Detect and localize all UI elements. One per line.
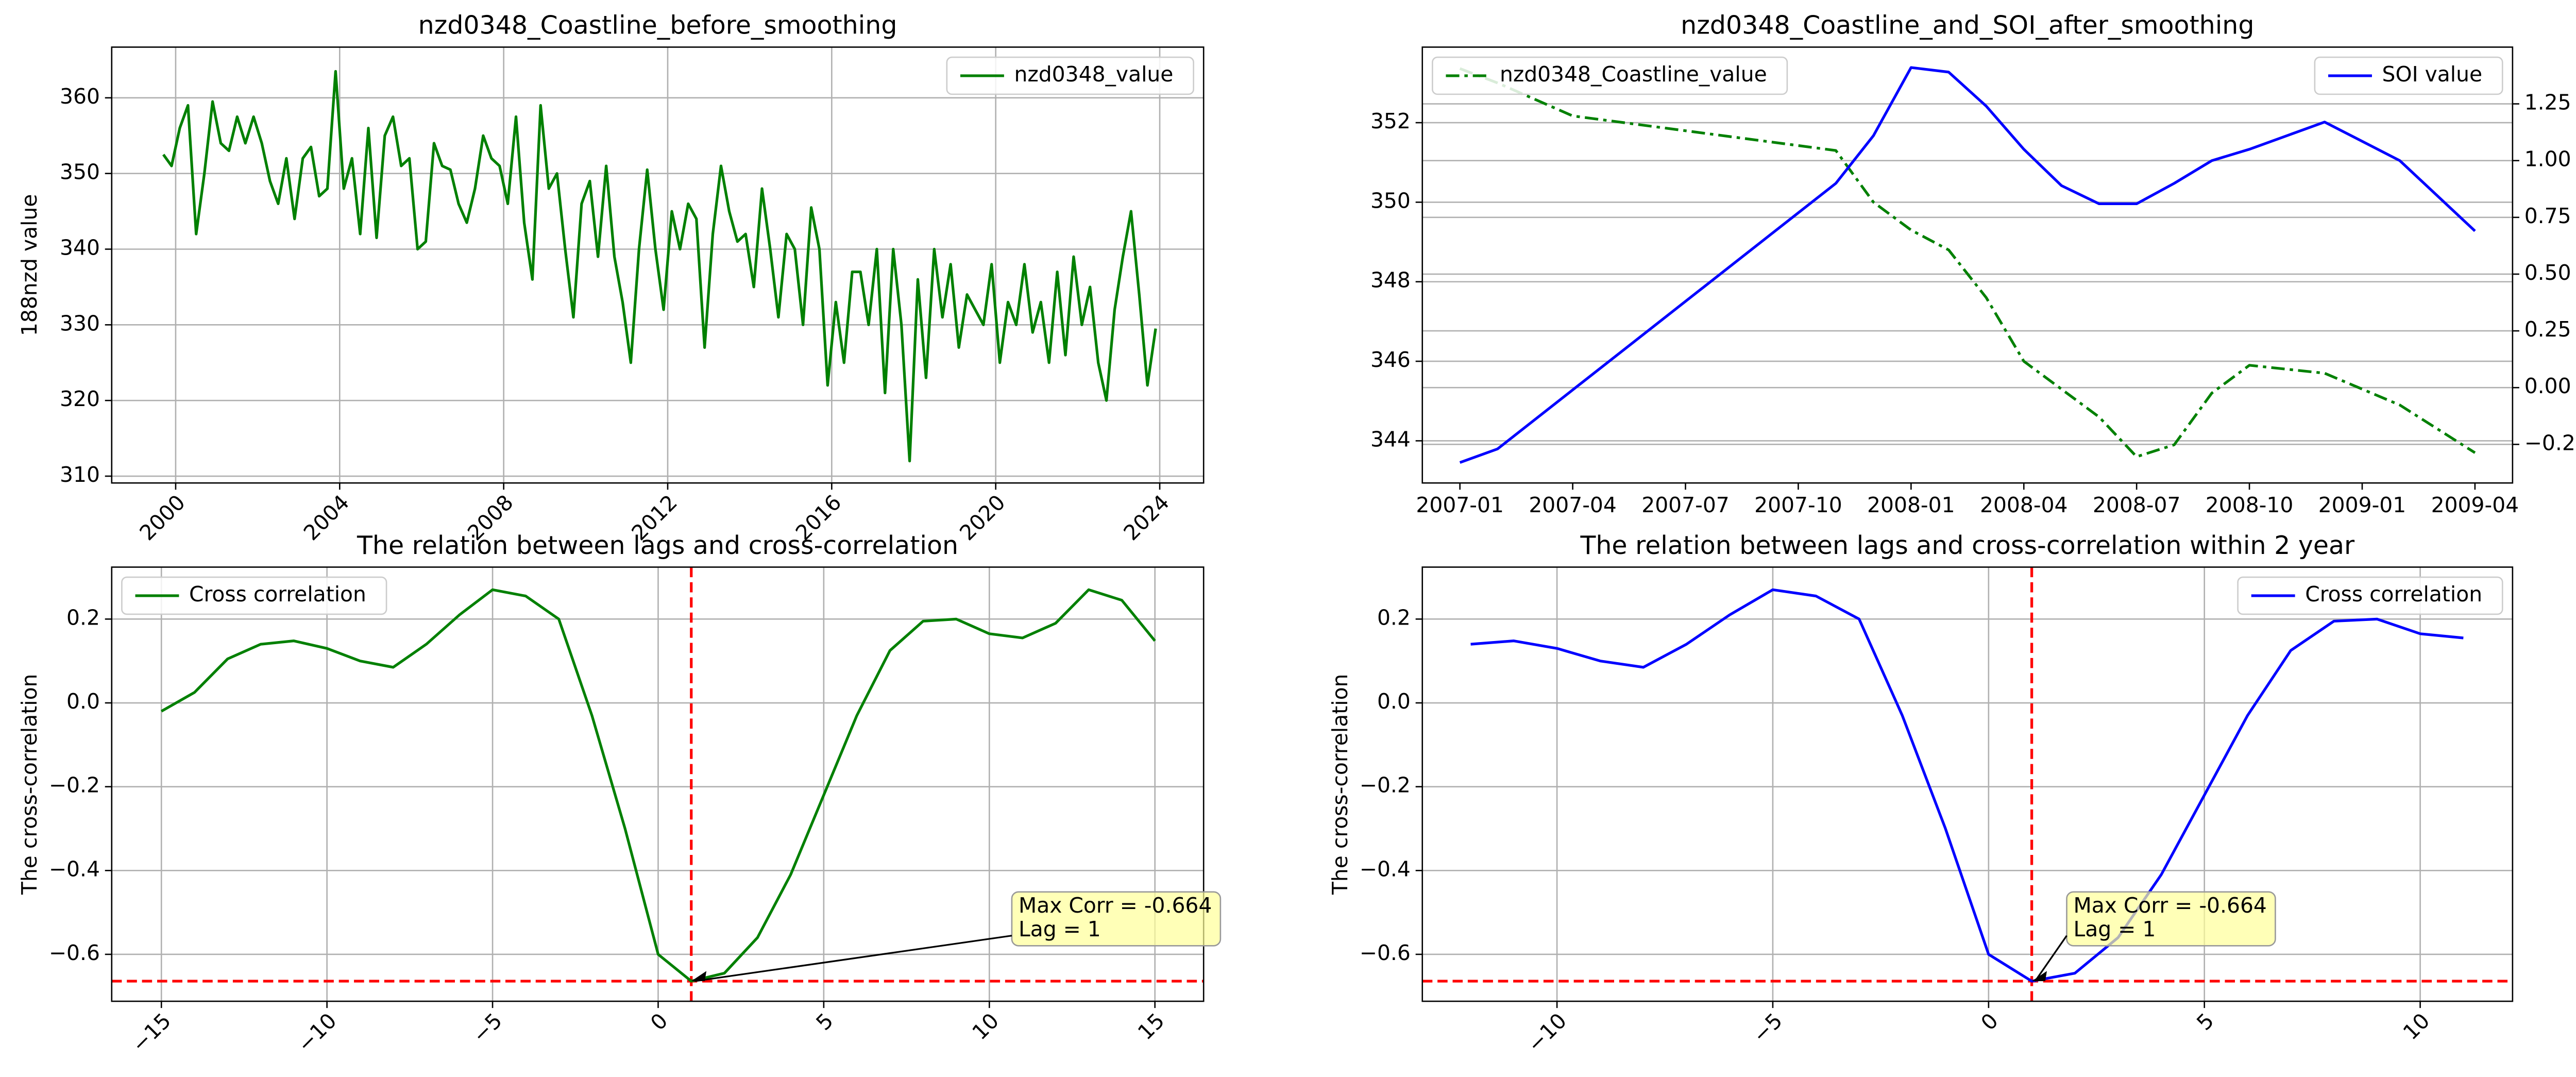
x-tick-label: 2009-04: [2431, 493, 2519, 517]
axes-frame: [1421, 566, 2514, 1002]
data-line: [160, 588, 1156, 983]
y-axis-label: The cross-correlation: [1328, 674, 1352, 895]
plot-area: [1422, 567, 2513, 1002]
annotation-text: Max Corr = -0.664: [1019, 893, 1212, 918]
y-tick-label: 0.2: [1377, 605, 1411, 630]
annotation-text: Max Corr = -0.664: [2074, 893, 2267, 918]
y-axis-label: The cross-correlation: [17, 674, 42, 895]
y-tick-label: 350: [1370, 188, 1411, 213]
y2-tick-label: −0.25: [2524, 430, 2576, 455]
x-tick-label: 2008-07: [2093, 493, 2181, 517]
y-tick-label: 330: [60, 311, 100, 335]
y-tick-label: −0.2: [1360, 773, 1411, 798]
chart-title: The relation between lags and cross-corr…: [357, 531, 958, 560]
y-tick-label: −0.2: [49, 773, 100, 798]
y-tick-label: −0.4: [1360, 856, 1411, 881]
y-tick-label: 0.0: [1377, 689, 1411, 714]
plot-area: [1422, 47, 2513, 483]
legend-label: Cross correlation: [2305, 582, 2482, 607]
legend-box: [1432, 56, 1788, 95]
annotation-arrow: [2034, 935, 2067, 982]
axes-frame: [111, 566, 1205, 1002]
annotation-text: Lag = 1: [1019, 917, 1101, 941]
y-tick-label: 352: [1370, 109, 1411, 133]
chart-title: nzd0348_Coastline_and_SOI_after_smoothin…: [1681, 11, 2254, 40]
data-line: [1459, 67, 2476, 458]
chart-title: nzd0348_Coastline_before_smoothing: [418, 11, 897, 40]
legend: Cross correlation: [2237, 576, 2503, 615]
legend: SOI value: [2314, 56, 2503, 95]
data-line: [1459, 66, 2476, 464]
subplot: 344 346 348 350 352 −0.25 0.00 0.25 0.50 0.75 1.00…: [1370, 11, 2576, 517]
y-tick-label: 360: [60, 84, 100, 109]
x-tick-label: 2007-04: [1529, 493, 1617, 517]
y-tick-label: 0.2: [66, 605, 100, 630]
y2-tick-label: 0.75: [2524, 204, 2571, 228]
y2-tick-label: 1.25: [2524, 90, 2571, 115]
legend-label: nzd0348_value: [1014, 62, 1173, 87]
arrow-head: [2031, 971, 2047, 982]
legend-box: [2314, 56, 2503, 95]
annotation-arrow: [694, 935, 1012, 982]
annotation-text: Lag = 1: [2074, 917, 2156, 941]
y-tick-label: 0.0: [66, 689, 100, 714]
legend: nzd0348_Coastline_value: [1432, 56, 1788, 95]
chart-title: The relation between lags and cross-corr…: [1580, 531, 2354, 560]
legend-box: [2237, 576, 2503, 615]
y-tick-label: 310: [60, 462, 100, 487]
y-tick-label: 346: [1370, 347, 1411, 372]
data-line: [1470, 588, 2464, 983]
y-tick-label: 320: [60, 386, 100, 411]
y2-tick-label: 0.50: [2524, 260, 2571, 285]
legend-label: SOI value: [2382, 62, 2483, 87]
y-axis-label: 188nzd value: [17, 194, 42, 336]
y-tick-label: 344: [1370, 427, 1411, 451]
y2-tick-label: 0.25: [2524, 317, 2571, 342]
x-tick-label: 2007-01: [1416, 493, 1504, 517]
y-tick-label: −0.4: [49, 856, 100, 881]
y2-tick-label: 1.00: [2524, 147, 2571, 172]
y-tick-label: 348: [1370, 268, 1411, 293]
legend-label: Cross correlation: [189, 582, 366, 607]
y-tick-label: 350: [60, 160, 100, 184]
x-tick-label: 2009-01: [2318, 493, 2406, 517]
arrow-head: [691, 971, 707, 982]
legend-box: [946, 56, 1194, 95]
legend-box: [121, 576, 387, 615]
legend-label: nzd0348_Coastline_value: [1500, 62, 1767, 87]
data-line: [162, 70, 1157, 463]
y2-tick-label: 0.00: [2524, 374, 2571, 398]
x-tick-label: 2007-07: [1641, 493, 1730, 517]
x-tick-label: 2007-10: [1754, 493, 1842, 517]
annotation-box: [2066, 891, 2276, 947]
annotation-box: [1011, 891, 1222, 947]
y-tick-label: −0.6: [49, 940, 100, 965]
y-tick-label: 340: [60, 235, 100, 260]
legend: nzd0348_value: [946, 56, 1194, 95]
y-tick-label: −0.6: [1360, 940, 1411, 965]
x-tick-label: 2008-10: [2206, 493, 2294, 517]
x-tick-label: 2008-04: [1980, 493, 2068, 517]
axes-frame: [111, 46, 1205, 484]
x-tick-label: 2008-01: [1867, 493, 1955, 517]
legend: Cross correlation: [121, 576, 387, 615]
axes-frame: [1421, 46, 2514, 484]
